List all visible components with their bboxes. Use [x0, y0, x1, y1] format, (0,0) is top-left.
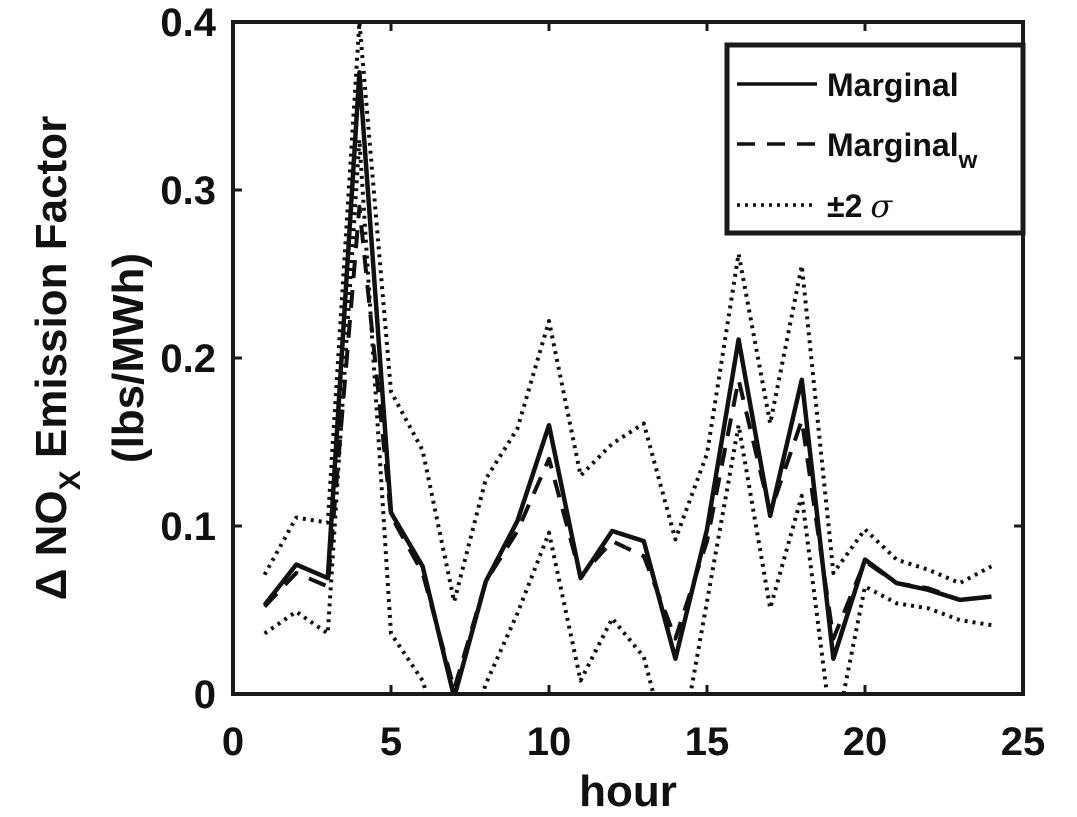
y-tick-labels: 0 0.1 0.2 0.3 0.4: [160, 1, 216, 717]
legend-label-marginal-w: Marginalw: [827, 127, 978, 174]
y-tick-label: 0.4: [160, 1, 216, 45]
legend-label-marginal: Marginal: [827, 67, 959, 103]
series-marginal-w-line: [263, 204, 992, 691]
y-axis-title-main: NO: [27, 490, 76, 568]
x-tick-label: 10: [527, 720, 572, 764]
x-tick-label: 20: [843, 720, 888, 764]
series-group: [262, 22, 993, 694]
x-axis-title: hour: [579, 767, 677, 816]
legend-label-marginal-w-main: Marginal: [827, 127, 959, 163]
y-tick-label: 0.1: [160, 505, 216, 549]
x-tick-label: 5: [380, 720, 402, 764]
x-tick-label: 15: [685, 720, 730, 764]
y-axis-units: (lbs/MWh): [104, 253, 153, 463]
x-tick-label: 0: [222, 720, 244, 764]
y-tick-label: 0.3: [160, 169, 216, 213]
x-tick-labels: 0 5 10 15 20 25: [222, 720, 1045, 764]
y-axis-title-symbol: Δ: [27, 569, 76, 601]
y-axis-title-rest: Emission Factor: [27, 116, 76, 471]
legend-label-marginal-w-subscript: w: [958, 147, 978, 174]
legend-label-sigma-main: ±2: [827, 188, 862, 224]
legend: Marginal Marginalw ±2 σ: [724, 42, 1026, 236]
x-tick-label: 25: [1001, 720, 1046, 764]
y-axis-title: Δ NOX Emission Factor: [27, 116, 87, 600]
legend-label-sigma: ±2 σ: [827, 187, 893, 225]
legend-label-sigma-symbol: σ: [870, 187, 893, 225]
legend-box: [724, 42, 1026, 236]
series-lower-2sigma-line: [263, 137, 992, 694]
y-tick-label: 0.2: [160, 337, 216, 381]
y-axis-title-subscript: X: [54, 470, 87, 490]
axes-box: [231, 20, 1025, 696]
y-tick-label: 0: [194, 673, 216, 717]
